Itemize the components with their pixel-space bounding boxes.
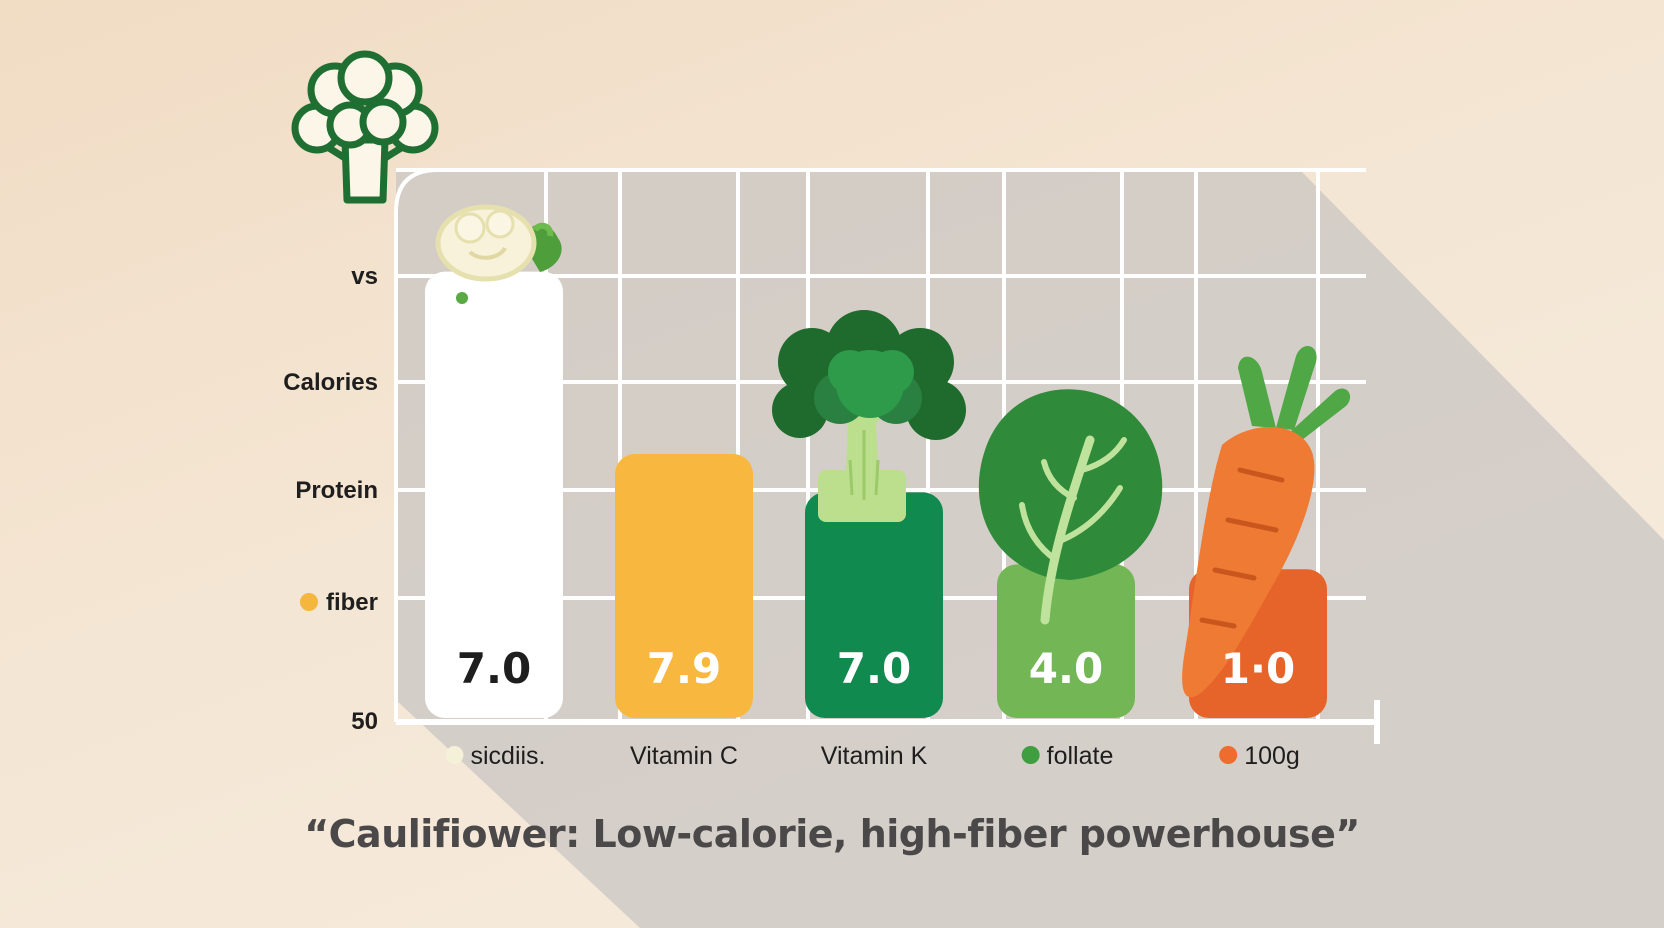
grid-corner (394, 168, 439, 722)
cauliflower-bar-icon (435, 204, 562, 304)
x-tick-label: sicdiis. (470, 742, 545, 770)
cauliflower-icon (291, 50, 439, 204)
bar-value-label: 7.0 (457, 644, 531, 693)
bar (805, 492, 943, 718)
y-label-dot (299, 593, 318, 611)
broccoli-icon (772, 310, 966, 522)
y-tick-label: Calories (283, 369, 378, 396)
labels-group: 7.0 7.9 7.0 4.0 1·0 sicdiis. Vitamin C Vitamin … (283, 263, 1300, 770)
x-tick-label: Vitamin C (630, 742, 738, 770)
y-tick-label: fiber (326, 589, 378, 616)
x-tick-label: Vitamin K (821, 742, 928, 770)
bar-value-label: 1·0 (1221, 644, 1295, 693)
category-dot (1219, 746, 1238, 764)
chart-caption: “Caulifiower: Low-calorie, high-fiber po… (304, 812, 1360, 856)
bar (425, 271, 563, 718)
bar-value-label: 4.0 (1029, 644, 1103, 693)
carrot-icon (1182, 345, 1351, 698)
x-tick-label: 100g (1244, 742, 1300, 770)
category-dot (445, 746, 464, 764)
x-tick-label: follate (1047, 742, 1114, 770)
category-dot (1021, 746, 1040, 764)
x-axis (396, 700, 1380, 744)
y-tick-label: 50 (351, 708, 378, 735)
bars-group (425, 271, 1327, 718)
bar-value-label: 7.9 (647, 644, 721, 693)
y-tick-label: Protein (295, 477, 378, 504)
bar (997, 564, 1135, 718)
y-tick-label: vs (351, 263, 378, 290)
spinach-icon (978, 389, 1163, 625)
bar-value-label: 7.0 (837, 644, 911, 693)
bar (615, 454, 753, 718)
